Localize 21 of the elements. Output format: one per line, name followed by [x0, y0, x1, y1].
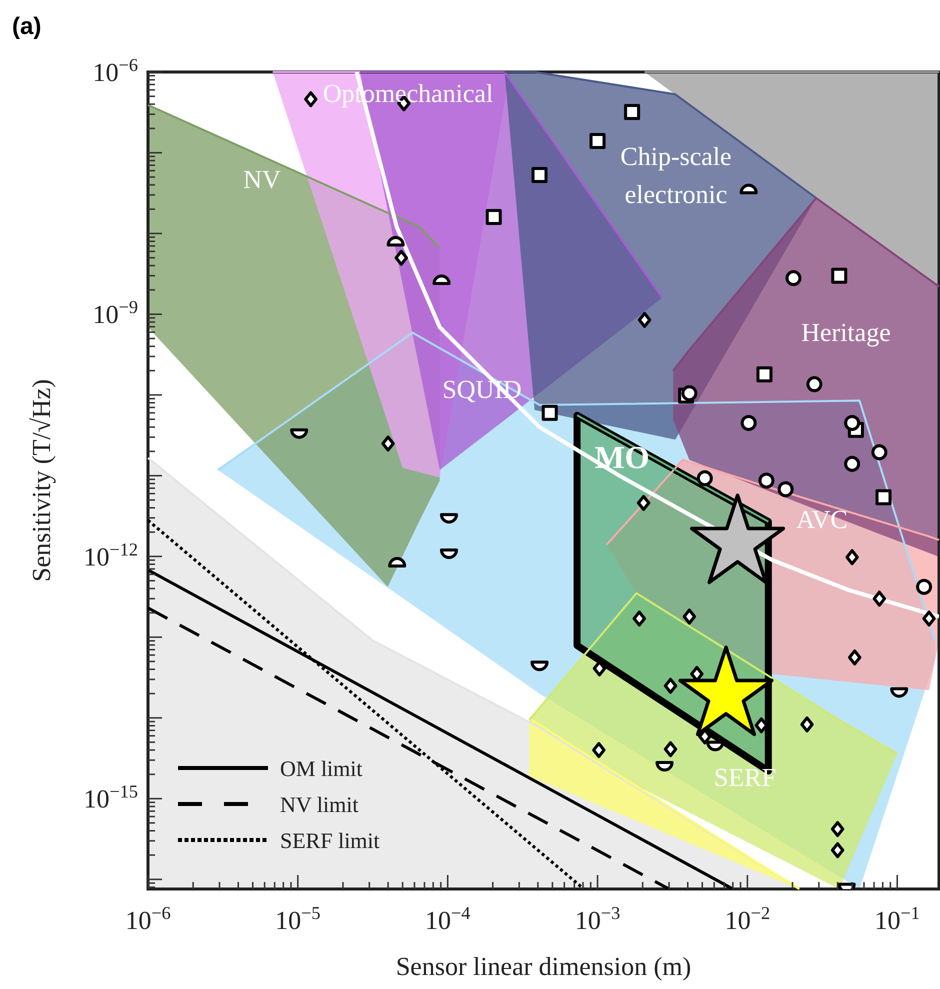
text: Heritage	[801, 318, 891, 347]
y-tick-label: 10$^{−6}$	[92, 55, 138, 87]
legend-label: SERF limit	[280, 828, 380, 853]
series-label: AVC	[796, 505, 848, 534]
legend-label: NV limit	[280, 792, 358, 817]
series-label: NV	[243, 165, 281, 194]
series-label: Chip-scale electronic	[620, 142, 732, 209]
x-tick-label: 10$^{−2}$	[724, 903, 770, 935]
x-axis-title: Sensor linear dimension (m)	[396, 952, 692, 981]
x-tick-label: 10$^{−3}$	[574, 903, 620, 935]
text: SERF	[714, 763, 776, 792]
y-tick-label: 10$^{−9}$	[92, 297, 138, 330]
y-tick-label: 10$^{−15}$	[84, 782, 138, 814]
x-tick-label: 10$^{−5}$	[275, 903, 321, 935]
text: (a)	[12, 13, 42, 40]
legend-label: OM limit	[280, 756, 363, 781]
x-tick-label: 10$^{−4}$	[425, 903, 470, 935]
y-axis-title: Sensitivity (T/√Hz)	[27, 379, 56, 582]
y-tick-label: 10$^{−12}$	[84, 539, 138, 572]
x-tick-label: 10$^{−6}$	[125, 903, 171, 935]
x-tick-label: 10$^{−1}$	[874, 903, 920, 935]
